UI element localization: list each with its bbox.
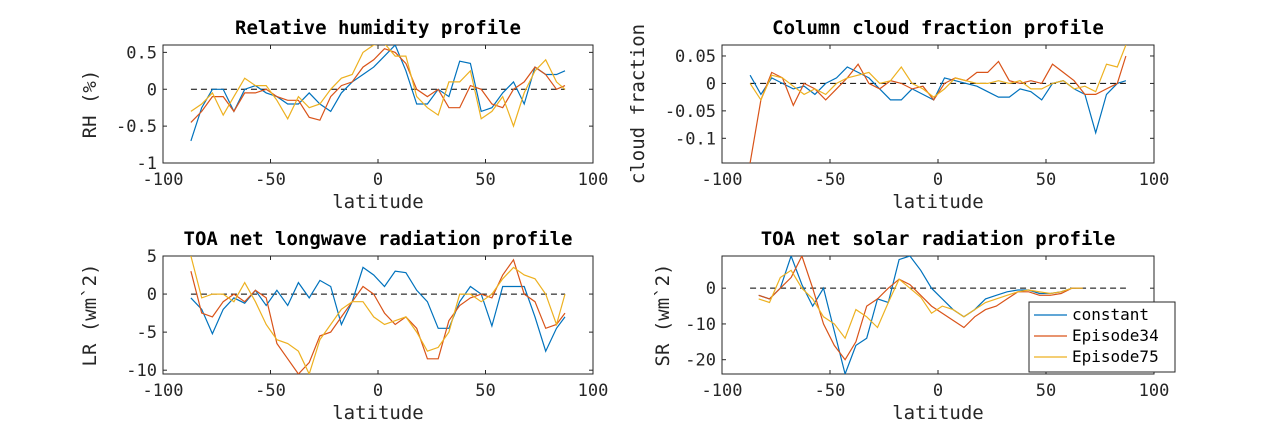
x-tick-label: 100 — [578, 170, 609, 190]
y-tick-label: 0 — [706, 74, 716, 94]
x-tick-label: 50 — [1036, 381, 1056, 401]
x-tick-label: 100 — [1139, 170, 1170, 190]
x-tick-label: 0 — [373, 381, 383, 401]
x-tick-label: -100 — [143, 170, 184, 190]
x-tick-label: 100 — [578, 381, 609, 401]
series-line-episode34 — [749, 55, 1127, 163]
x-tick-label: 100 — [1139, 381, 1170, 401]
x-tick-label: -100 — [702, 381, 743, 401]
y-tick-label: -5 — [137, 323, 157, 343]
series-group — [190, 45, 566, 142]
x-tick-label: 0 — [373, 170, 383, 190]
chart-title: TOA net longwave radiation profile — [184, 228, 573, 250]
y-tick-label: -0.1 — [675, 129, 716, 149]
y-tick-label: -0.5 — [116, 117, 157, 137]
x-tick-label: 50 — [1036, 170, 1056, 190]
x-tick-label: 50 — [475, 381, 495, 401]
series-line-episode75 — [190, 45, 566, 128]
x-tick-label: 0 — [933, 381, 943, 401]
series-group — [190, 256, 566, 374]
series-line-episode75 — [758, 269, 1083, 340]
subplot-2: -100 -50 0 50 100 -0.1 -0.05 0 0.05 Column cloud … — [627, 17, 1169, 213]
y-axis-label: cloud fraction — [627, 24, 649, 184]
x-axis-label: latitude — [892, 402, 984, 424]
y-tick-label: -10 — [685, 315, 716, 335]
y-tick-label: -0.05 — [665, 102, 716, 122]
series-line-episode75 — [749, 45, 1127, 102]
x-tick-label: -50 — [255, 170, 286, 190]
y-tick-label: -1 — [137, 154, 157, 174]
y-tick-label: -20 — [685, 351, 716, 371]
x-tick-label: -100 — [143, 381, 184, 401]
series-group — [758, 256, 1083, 374]
series-line-episode34 — [758, 256, 1083, 361]
y-axis-label: SR (wm`2) — [652, 264, 674, 367]
series-line-episode34 — [190, 258, 566, 374]
x-axis-label: latitude — [332, 191, 424, 213]
legend-entry: constant — [1072, 305, 1149, 324]
legend-entry: Episode34 — [1072, 326, 1159, 345]
series-group — [749, 45, 1127, 163]
chart-title: Column cloud fraction profile — [772, 17, 1104, 39]
legend: constant Episode34 Episode75 — [1028, 301, 1176, 373]
y-tick-label: 0.5 — [126, 43, 157, 63]
series-line-episode75 — [190, 256, 566, 374]
x-tick-label: -50 — [815, 170, 846, 190]
plot-area — [162, 44, 594, 164]
y-tick-label: 0 — [706, 279, 716, 299]
x-tick-label: 0 — [933, 170, 943, 190]
subplot-1: -100 -50 0 50 100 -1 -0.5 0 0.5 Relative humidity… — [79, 17, 608, 213]
y-tick-label: -10 — [126, 361, 157, 381]
x-tick-label: -100 — [702, 170, 743, 190]
y-tick-label: 0.05 — [675, 47, 716, 67]
x-tick-label: -50 — [255, 381, 286, 401]
plot-area — [162, 255, 594, 375]
chart-title: TOA net solar radiation profile — [761, 228, 1116, 250]
legend-entry: Episode75 — [1072, 347, 1159, 366]
y-axis-label: LR (wm`2) — [79, 264, 101, 367]
series-line-episode34 — [190, 48, 566, 123]
x-tick-label: -50 — [815, 381, 846, 401]
x-axis-label: latitude — [892, 191, 984, 213]
y-tick-label: 5 — [147, 247, 157, 267]
y-tick-label: 0 — [147, 285, 157, 305]
y-axis-label: RH (%) — [79, 70, 101, 139]
plot-area — [721, 44, 1155, 164]
x-tick-label: 50 — [475, 170, 495, 190]
series-line-constant — [190, 45, 566, 142]
x-axis-label: latitude — [332, 402, 424, 424]
legend-box — [1028, 301, 1176, 373]
y-tick-label: 0 — [147, 80, 157, 100]
chart-title: Relative humidity profile — [235, 17, 521, 39]
